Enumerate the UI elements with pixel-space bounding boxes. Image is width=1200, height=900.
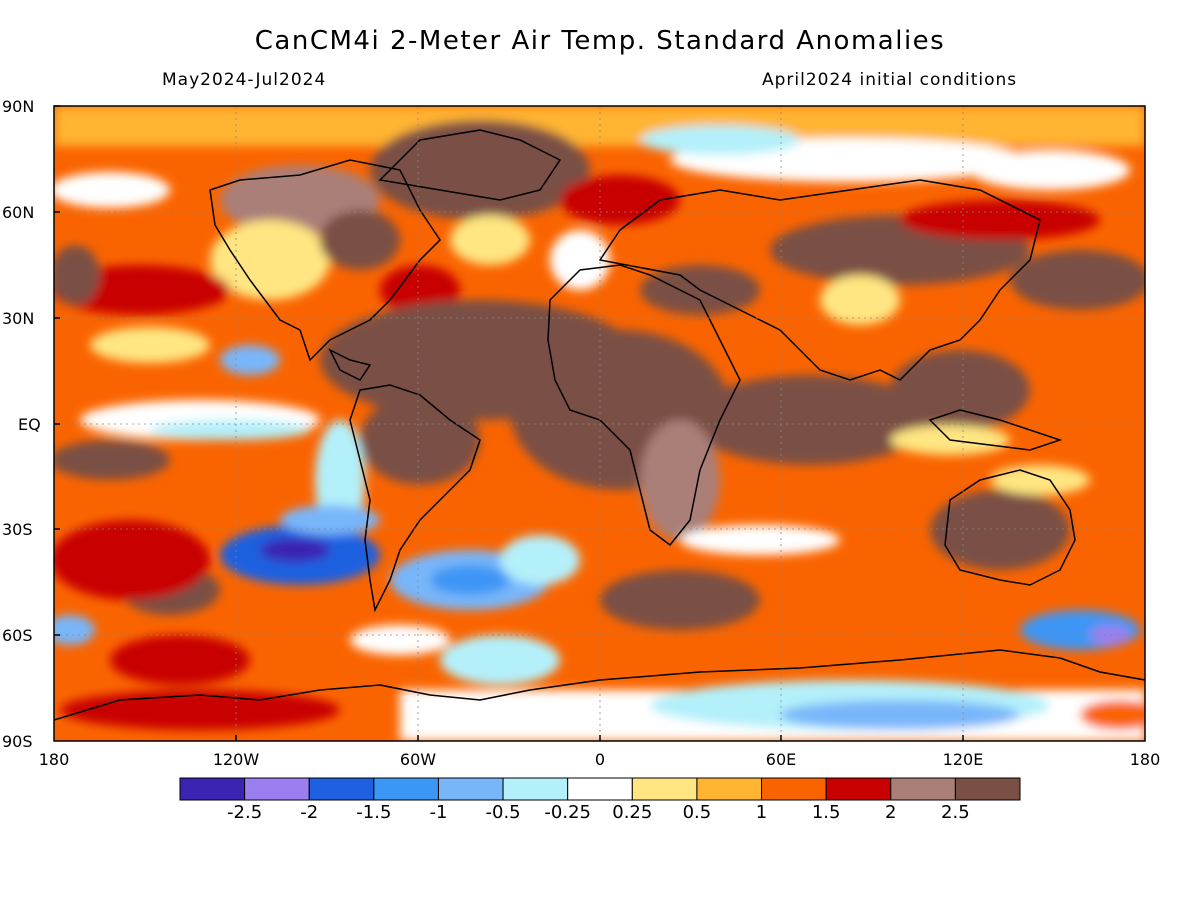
legend-swatch: [825, 777, 892, 801]
lon-label-120w: 120W: [212, 750, 260, 769]
lon-label-120e: 120E: [942, 750, 984, 769]
legend-label: 0.5: [682, 802, 712, 823]
legend-label: 1.5: [811, 802, 841, 823]
lat-label-eq: EQ: [18, 415, 41, 434]
legend-swatch: [567, 777, 633, 801]
legend-swatch: [761, 777, 827, 801]
anomaly-field: [54, 106, 1145, 741]
axis-ticks: [54, 105, 964, 741]
legend-swatch: [696, 777, 763, 801]
legend-swatch: [437, 777, 504, 801]
lat-label-60n: 60N: [2, 203, 35, 222]
legend-label: -0.25: [544, 802, 591, 823]
lon-label-180e: 180: [1129, 750, 1161, 769]
legend-label: 0.25: [612, 802, 653, 823]
graticule: [54, 106, 1145, 741]
legend-swatch: [502, 777, 569, 801]
legend-swatch: [373, 777, 439, 801]
lon-label-60w: 60W: [399, 750, 437, 769]
legend-swatch: [244, 777, 310, 801]
legend-label: 1: [755, 802, 768, 823]
legend-swatch: [890, 777, 956, 801]
map-title: CanCM4i 2-Meter Air Temp. Standard Anoma…: [254, 26, 946, 56]
lat-label-30s: 30S: [2, 520, 33, 539]
legend-swatch: [954, 777, 1021, 801]
lat-label-60s: 60S: [2, 626, 33, 645]
lon-label-60e: 60E: [765, 750, 797, 769]
lat-label-30n: 30N: [2, 309, 35, 328]
lat-label-90n: 90N: [2, 97, 35, 116]
legend-swatch: [308, 777, 375, 801]
initial-conditions: April2024 initial conditions: [762, 70, 1018, 90]
legend-label: -2: [300, 802, 319, 823]
legend-label: -1.5: [356, 802, 392, 823]
lat-label-90s: 90S: [2, 732, 33, 751]
legend-label: 2.5: [941, 802, 970, 823]
legend-label: -1: [429, 802, 448, 823]
legend-label: -0.5: [485, 802, 521, 823]
legend-label: -2.5: [227, 802, 263, 823]
lon-label-0: 0: [594, 750, 606, 769]
forecast-period: May2024-Jul2024: [162, 70, 327, 90]
legend-colorbar: [179, 777, 1021, 801]
coastlines: [54, 129, 1145, 721]
legend-swatch: [179, 777, 246, 801]
legend-label: 2: [885, 802, 897, 823]
legend-swatch: [631, 777, 698, 801]
lon-label-180w: 180: [38, 750, 70, 769]
